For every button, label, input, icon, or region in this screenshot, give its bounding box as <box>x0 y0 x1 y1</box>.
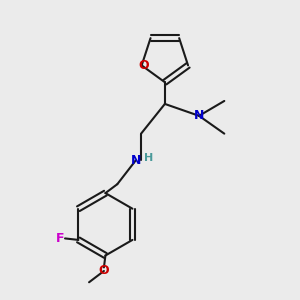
Text: O: O <box>99 265 109 278</box>
Text: H: H <box>144 153 153 163</box>
Text: N: N <box>194 109 204 122</box>
Text: N: N <box>130 154 141 167</box>
Text: F: F <box>56 232 65 245</box>
Text: O: O <box>139 59 149 72</box>
